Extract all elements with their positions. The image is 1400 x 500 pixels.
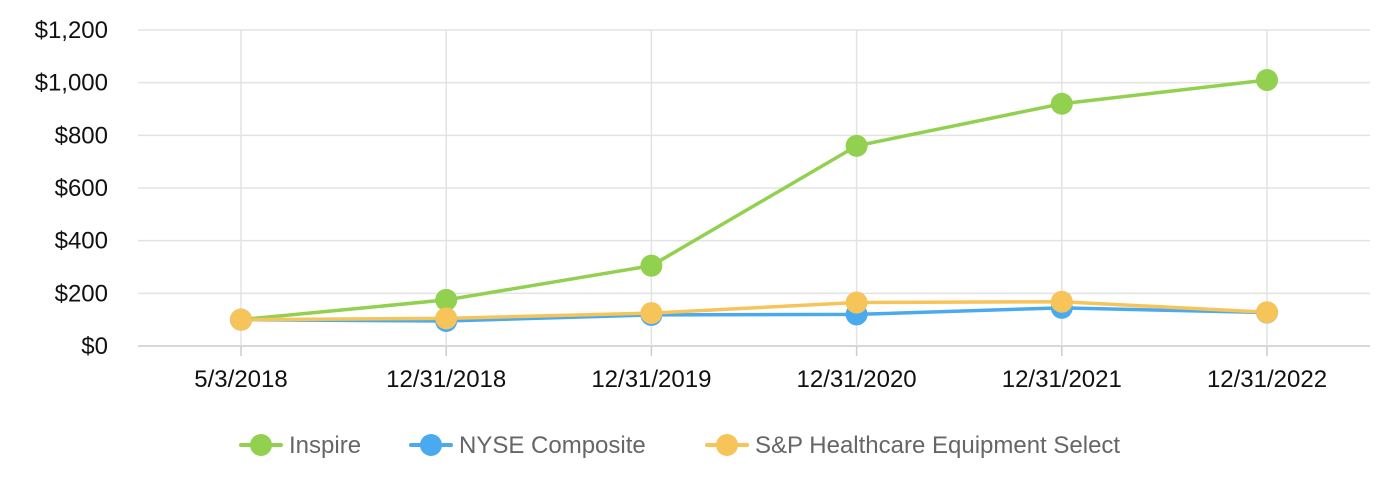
series-line (239, 78, 1269, 322)
grid (138, 29, 1370, 347)
legend: Inspire NYSE Composite S&P Healthcare Equi… (239, 432, 1120, 459)
legend-label: S&P Healthcare Equipment Select (755, 432, 1120, 459)
legend-marker (716, 434, 738, 456)
x-tick-label: 12/31/2019 (591, 366, 711, 393)
data-point (1050, 290, 1073, 313)
legend-item: Inspire (239, 432, 361, 459)
y-axis-ticks: $0 $200 $400 $600 $800 $1,000 $1,200 (35, 17, 108, 360)
y-tick-label: $0 (81, 333, 108, 360)
data-point (1256, 69, 1278, 92)
data-point (640, 302, 663, 325)
x-tick-label: 5/3/2018 (194, 366, 287, 393)
data-point (845, 134, 868, 157)
data-point (435, 307, 458, 330)
x-tick-label: 12/31/2020 (797, 366, 917, 393)
data-point (1050, 92, 1073, 115)
series-line (239, 300, 1269, 322)
legend-item: NYSE Composite (409, 432, 646, 459)
data-point (435, 288, 458, 311)
y-tick-label: $400 (55, 228, 108, 255)
data-point (230, 308, 252, 331)
legend-item: S&P Healthcare Equipment Select (705, 432, 1120, 459)
legend-marker (250, 434, 272, 456)
x-tick-label: 12/31/2021 (1002, 366, 1122, 393)
data-point (1256, 301, 1278, 324)
x-tick-label: 12/31/2018 (386, 366, 506, 393)
data-point (845, 291, 868, 314)
x-tick-label: 12/31/2022 (1207, 366, 1327, 393)
legend-label: Inspire (289, 432, 361, 459)
series-line (239, 306, 1269, 323)
series-layer (230, 69, 1278, 332)
y-tick-label: $1,000 (35, 70, 108, 97)
data-point (640, 254, 663, 277)
y-tick-label: $200 (55, 280, 108, 307)
legend-label: NYSE Composite (459, 432, 646, 459)
y-tick-label: $1,200 (35, 17, 108, 44)
legend-marker (420, 434, 442, 456)
y-tick-label: $800 (55, 122, 108, 149)
x-axis-ticks: 5/3/2018 12/31/2018 12/31/2019 12/31/2020 12… (194, 346, 1327, 393)
y-tick-label: $600 (55, 175, 108, 202)
